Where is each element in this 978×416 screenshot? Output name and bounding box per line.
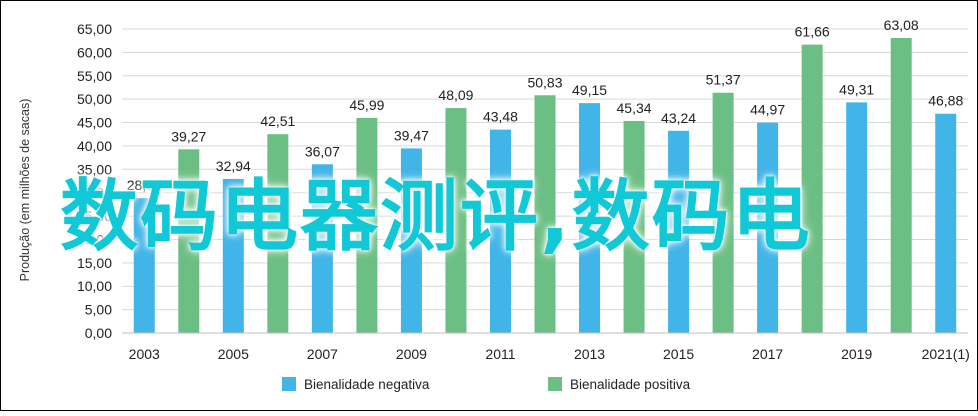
- data-label: 43,24: [661, 110, 696, 126]
- y-tick-label: 15,00: [77, 255, 112, 271]
- data-labels: 28,82 39,27 32,94 42,51 36,07 45,99 39,47 48,09…: [127, 17, 964, 193]
- x-tick-label: 2005: [218, 346, 249, 362]
- bar-2019: [846, 102, 868, 333]
- data-label: 61,66: [795, 24, 830, 40]
- data-label: 46,88: [928, 93, 963, 109]
- bar-2013: [579, 103, 601, 333]
- bar-2010: [445, 108, 467, 334]
- y-tick-label: 65,00: [77, 21, 112, 37]
- x-tick-label: 2007: [307, 346, 338, 362]
- legend-swatch-positiva: [548, 377, 562, 391]
- bar-2015: [668, 130, 690, 333]
- y-tick-label: 45,00: [77, 115, 112, 131]
- y-tick-label: 20,00: [77, 231, 112, 247]
- x-tick-label: 2019: [841, 346, 872, 362]
- data-label: 43,48: [483, 109, 518, 125]
- y-tick-label: 55,00: [77, 68, 112, 84]
- data-label: 49,15: [572, 82, 607, 98]
- x-tick-label: 2013: [574, 346, 605, 362]
- bars: [133, 37, 957, 334]
- data-label: 49,31: [839, 81, 874, 97]
- bar-2017: [757, 122, 779, 333]
- x-tick-label: 2011: [485, 346, 515, 362]
- bar-2007: [311, 164, 333, 333]
- data-label: 36,07: [305, 143, 340, 159]
- bar-2003: [133, 198, 155, 333]
- bar-20211: [935, 113, 957, 333]
- bar-2018: [801, 44, 823, 334]
- data-label: 45,99: [349, 97, 384, 113]
- y-tick-label: 35,00: [77, 161, 112, 177]
- y-tick-label: 10,00: [77, 278, 112, 294]
- data-label: 39,47: [394, 127, 429, 143]
- axes: 0,00 5,00 10,00 15,00 20,00 25,00 30,00 35,00 40…: [77, 21, 970, 362]
- legend-label-negativa: Bienalidade negativa: [304, 377, 430, 392]
- y-tick-label: 50,00: [77, 91, 112, 107]
- data-label: 44,97: [750, 102, 785, 118]
- y-tick-label: 60,00: [77, 44, 112, 60]
- data-label: 39,27: [171, 128, 206, 144]
- data-label: 51,37: [706, 72, 741, 88]
- data-label: 28,82: [127, 177, 162, 193]
- bar-2006: [267, 134, 289, 333]
- legend-label-positiva: Bienalidade positiva: [570, 377, 691, 392]
- y-tick-label: 5,00: [85, 302, 112, 318]
- bar-2005: [222, 178, 244, 333]
- data-label: 50,83: [527, 74, 562, 90]
- data-label: 42,51: [260, 113, 295, 129]
- bar-2011: [489, 129, 511, 333]
- x-tick-label: 2015: [663, 346, 694, 362]
- bar-2012: [534, 95, 556, 333]
- y-axis-title: Produção (em milhões de sacas): [18, 99, 32, 282]
- legend: Bienalidade negativa Bienalidade positiva: [282, 377, 691, 392]
- data-label: 45,34: [617, 100, 652, 116]
- bar-2009: [400, 148, 422, 333]
- data-label: 63,08: [884, 17, 919, 33]
- legend-swatch-negativa: [282, 377, 296, 391]
- y-tick-label: 25,00: [77, 208, 112, 224]
- data-label: 32,94: [216, 158, 251, 174]
- x-tick-label: 2009: [396, 346, 427, 362]
- x-tick-label: 2021(1): [922, 346, 970, 362]
- bar-2008: [356, 117, 378, 333]
- bar-2014: [623, 120, 645, 334]
- bar-2020: [890, 37, 912, 334]
- bar-2016: [712, 92, 734, 333]
- y-tick-label: 40,00: [77, 138, 112, 154]
- bar-2004: [178, 149, 200, 333]
- x-tick-label: 2003: [129, 346, 160, 362]
- data-label: 48,09: [438, 87, 473, 103]
- y-tick-label: 30,00: [77, 185, 112, 201]
- y-tick-label: 0,00: [85, 325, 112, 341]
- x-tick-label: 2017: [752, 346, 783, 362]
